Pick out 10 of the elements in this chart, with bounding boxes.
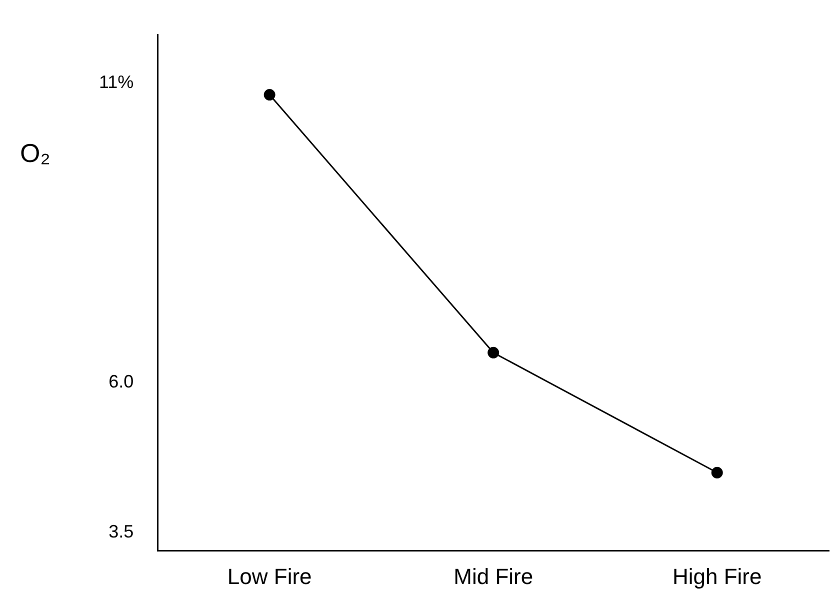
x-tick-label: High Fire — [672, 564, 762, 589]
x-tick-label: Low Fire — [227, 564, 312, 589]
y-tick-label: 3.5 — [108, 522, 134, 542]
point — [711, 466, 723, 478]
y-axis-title: O₂ — [20, 138, 50, 168]
point — [488, 346, 500, 358]
y-tick-label: 6.0 — [108, 372, 134, 392]
x-tick-label: Mid Fire — [454, 564, 534, 589]
point — [264, 89, 276, 101]
y-tick-label: 11% — [98, 72, 134, 92]
